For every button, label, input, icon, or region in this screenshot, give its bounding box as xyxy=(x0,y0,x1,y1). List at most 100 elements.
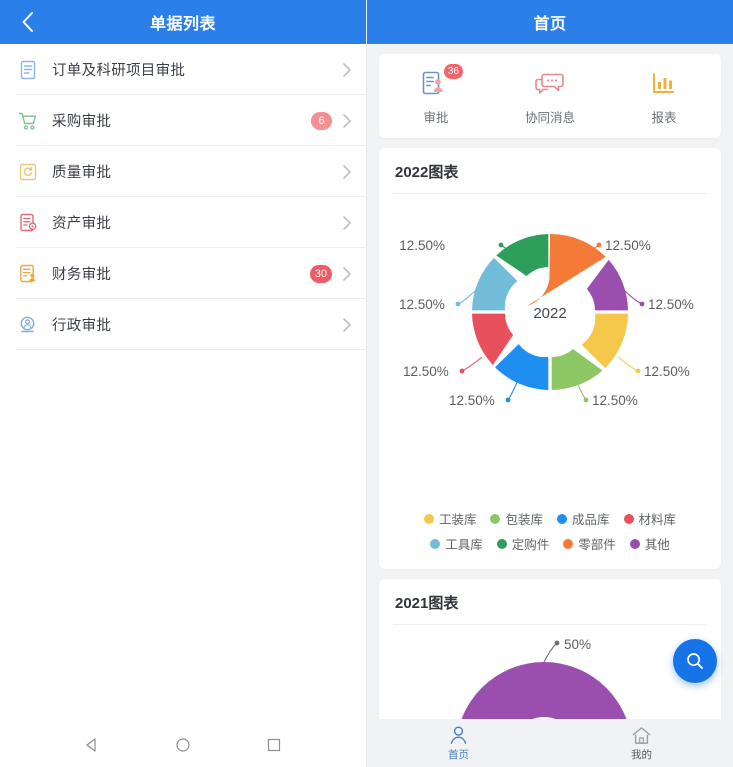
legend-item: 材料库 xyxy=(623,509,677,528)
legend-label: 包装库 xyxy=(505,513,543,527)
legend-swatch xyxy=(629,538,640,549)
svg-text:12.50%: 12.50% xyxy=(605,238,651,253)
svg-text:12.50%: 12.50% xyxy=(592,393,638,408)
quick-action-label: 审批 xyxy=(423,111,449,125)
legend-swatch xyxy=(430,538,441,549)
legend-item: 工装库 xyxy=(423,509,477,528)
approval-badge: 36 xyxy=(443,64,463,79)
list-item-finance-approval[interactable]: 财务审批 30 xyxy=(0,248,366,299)
tab-home[interactable]: 首页 xyxy=(367,719,550,767)
chevron-right-icon xyxy=(343,215,351,230)
page-title: 首页 xyxy=(533,16,567,33)
page-title: 单据列表 xyxy=(149,16,216,33)
list-item-label: 财务审批 xyxy=(52,267,112,283)
svg-text:12.50%: 12.50% xyxy=(644,364,690,379)
svg-text:12.50%: 12.50% xyxy=(648,297,694,312)
recents-square-icon[interactable] xyxy=(263,734,285,756)
leader-line xyxy=(543,643,557,663)
donut-slices xyxy=(472,233,628,390)
divider xyxy=(393,193,707,194)
legend-item: 包装库 xyxy=(490,509,543,528)
chevron-right-icon xyxy=(343,266,351,281)
person-icon xyxy=(450,725,467,744)
search-icon xyxy=(687,653,703,669)
chart-legend-2022: 工装库 包装库 成品库 材料库 xyxy=(379,499,721,569)
leader-lines xyxy=(455,242,645,403)
list-item-label: 订单及科研项目审批 xyxy=(52,63,186,79)
report-icon xyxy=(647,68,681,100)
list-item-purchase-approval[interactable]: 采购审批 6 xyxy=(0,95,366,146)
legend-swatch xyxy=(496,538,507,549)
quality-icon xyxy=(16,160,40,184)
right-phone-screen: 首页 36 xyxy=(366,0,733,767)
left-appbar: 单据列表 xyxy=(0,0,366,44)
legend-swatch xyxy=(423,513,434,524)
legend-label: 工装库 xyxy=(438,513,477,527)
legend-swatch xyxy=(490,513,501,524)
admin-icon xyxy=(16,313,40,337)
finance-icon xyxy=(16,262,40,286)
legend-item: 工具库 xyxy=(430,534,483,553)
legend-item: 定购件 xyxy=(496,534,549,553)
legend-swatch xyxy=(557,513,567,524)
cart-icon xyxy=(16,109,40,133)
chevron-left-icon xyxy=(22,12,33,32)
legend-swatch xyxy=(623,513,634,524)
tab-mine[interactable]: 我的 xyxy=(550,719,733,767)
donut-center-label: 2022 xyxy=(533,305,566,322)
tab-label: 首页 xyxy=(448,748,469,761)
svg-text:12.50%: 12.50% xyxy=(399,297,445,312)
svg-text:12.50%: 12.50% xyxy=(403,364,449,379)
chevron-right-icon xyxy=(343,62,351,77)
quick-action-report[interactable]: 报表 xyxy=(607,68,721,126)
chevron-right-icon xyxy=(343,164,351,179)
chart-title: 2022图表 xyxy=(395,164,459,181)
list-item-asset-approval[interactable]: 资产审批 xyxy=(0,197,366,248)
left-phone-screen: 单据列表 订单及科研项目审批 xyxy=(0,0,366,767)
quick-action-label: 报表 xyxy=(651,111,677,125)
leader-dot xyxy=(554,640,560,646)
chart-card-2022: 2022图表 xyxy=(379,148,721,569)
legend-label: 工具库 xyxy=(445,538,483,552)
list-item-label: 采购审批 xyxy=(52,114,112,130)
slice-value-label: 50% xyxy=(564,637,591,652)
home-icon xyxy=(632,726,651,744)
bottom-tab-bar: 首页 我的 xyxy=(367,719,733,767)
home-circle-icon[interactable] xyxy=(172,734,194,756)
list-item-label: 资产审批 xyxy=(52,216,112,232)
svg-text:12.50%: 12.50% xyxy=(399,238,445,253)
quick-actions-card: 36 审批 xyxy=(379,54,721,138)
legend-swatch xyxy=(563,538,574,549)
chart-title: 2021图表 xyxy=(395,595,459,612)
quick-action-approval[interactable]: 36 审批 xyxy=(379,64,493,126)
legend-label: 其他 xyxy=(644,538,670,552)
right-appbar: 首页 xyxy=(367,0,733,44)
document-list: 订单及科研项目审批 采购审批 6 xyxy=(0,44,366,350)
tab-label: 我的 xyxy=(631,748,652,761)
home-scroll-body[interactable]: 36 审批 xyxy=(367,44,733,767)
list-item-label: 行政审批 xyxy=(52,318,112,334)
legend-item: 成品库 xyxy=(557,509,610,528)
list-item-quality-approval[interactable]: 质量审批 xyxy=(0,146,366,197)
slice-value-labels: 12.50% 12.50% 12.50% 12.50% 12.50% 12.50… xyxy=(399,238,694,408)
back-triangle-icon[interactable] xyxy=(81,734,103,756)
chevron-right-icon xyxy=(343,317,351,332)
svg-text:12.50%: 12.50% xyxy=(449,393,495,408)
list-item-label: 质量审批 xyxy=(52,165,112,181)
legend-label: 材料库 xyxy=(638,513,677,527)
list-item-admin-approval[interactable]: 行政审批 xyxy=(0,299,366,350)
status-badge: 30 xyxy=(309,264,332,283)
android-system-nav-left xyxy=(0,723,366,767)
document-icon xyxy=(16,58,40,82)
divider xyxy=(393,624,707,625)
chat-icon xyxy=(533,68,567,100)
legend-label: 成品库 xyxy=(572,513,610,527)
asset-icon xyxy=(16,211,40,235)
legend-label: 零部件 xyxy=(578,538,616,552)
back-button[interactable] xyxy=(10,0,44,44)
search-fab-button[interactable] xyxy=(673,639,717,683)
list-item-order-approval[interactable]: 订单及科研项目审批 xyxy=(0,44,366,95)
quick-action-messages[interactable]: 协同消息 xyxy=(493,68,607,126)
status-badge: 6 xyxy=(311,111,332,130)
legend-item: 其他 xyxy=(629,534,670,553)
